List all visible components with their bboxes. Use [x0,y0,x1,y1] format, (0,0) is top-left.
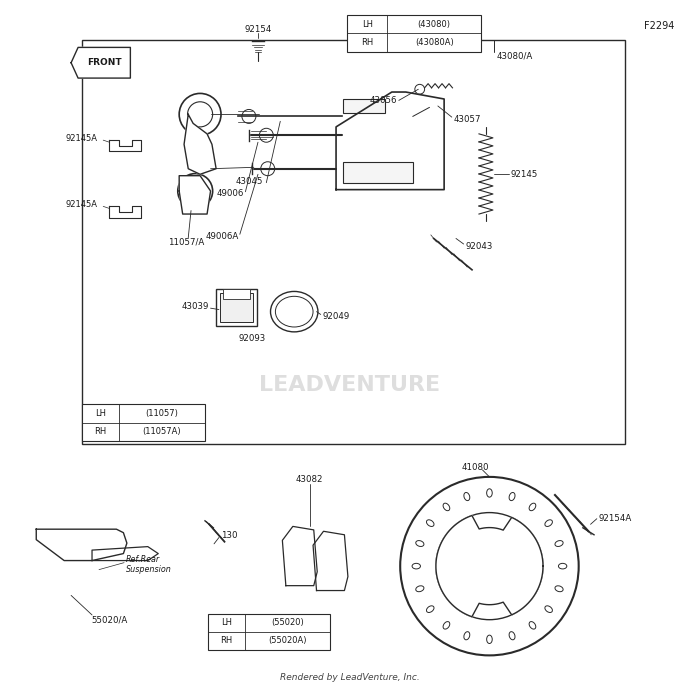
Text: 43056: 43056 [370,96,398,105]
Polygon shape [313,531,348,591]
Ellipse shape [464,493,470,500]
Ellipse shape [555,586,563,592]
Ellipse shape [426,520,434,526]
Ellipse shape [412,564,421,569]
Text: (11057A): (11057A) [143,427,181,436]
Ellipse shape [416,586,424,592]
Circle shape [415,85,425,94]
Bar [208,613,330,650]
Text: RH: RH [94,427,107,436]
Circle shape [345,132,376,163]
Circle shape [379,128,405,153]
Ellipse shape [443,622,450,629]
Polygon shape [36,529,127,561]
Bar [216,289,257,326]
Text: LH: LH [95,409,106,418]
Text: 49006A: 49006A [205,232,239,241]
Bar [220,293,253,322]
Polygon shape [109,140,141,151]
Ellipse shape [555,540,563,547]
Text: 92043: 92043 [465,242,492,251]
Ellipse shape [529,622,536,629]
Polygon shape [109,206,141,218]
Text: LEADVENTURE: LEADVENTURE [260,375,440,395]
Text: 41080: 41080 [462,463,489,472]
Polygon shape [282,526,317,586]
Text: RH: RH [361,38,373,47]
Circle shape [346,123,360,137]
Bar [82,40,625,444]
Ellipse shape [464,631,470,640]
Polygon shape [436,515,543,617]
Bar [343,99,385,113]
Bar [347,15,481,52]
Polygon shape [184,114,216,174]
Text: 92145: 92145 [510,170,538,178]
Text: 92093: 92093 [239,335,266,343]
Ellipse shape [529,503,536,511]
Ellipse shape [443,503,450,511]
Ellipse shape [545,520,552,526]
Bar [83,405,205,440]
Bar [223,289,250,299]
Text: (55020): (55020) [271,618,304,627]
Text: 43057: 43057 [453,116,481,125]
Text: 43080/A: 43080/A [496,52,533,61]
Ellipse shape [486,489,492,497]
Polygon shape [336,92,444,190]
Bar [343,162,413,183]
Text: (11057): (11057) [146,409,178,418]
Text: Suspension: Suspension [125,565,172,574]
Circle shape [178,174,213,209]
Text: 92154A: 92154A [598,514,631,523]
Text: 43082: 43082 [296,475,323,484]
Text: 11057/A: 11057/A [168,237,204,246]
Text: RH: RH [220,636,232,645]
Polygon shape [92,547,158,561]
Text: 43045: 43045 [235,177,262,186]
Text: 92154: 92154 [244,25,272,34]
Text: Ref.Rear: Ref.Rear [125,554,160,564]
Text: (43080): (43080) [418,20,451,29]
Ellipse shape [426,606,434,612]
Circle shape [400,477,579,655]
Text: 92145A: 92145A [66,134,97,144]
Circle shape [376,130,387,141]
Text: 55020/A: 55020/A [91,615,127,624]
Ellipse shape [545,606,552,612]
Text: 130: 130 [221,531,237,540]
Text: Rendered by LeadVenture, Inc.: Rendered by LeadVenture, Inc. [280,673,420,682]
Circle shape [436,512,543,620]
Text: (55020A): (55020A) [268,636,307,645]
Text: 49006: 49006 [216,188,244,197]
Ellipse shape [509,631,515,640]
Text: LH: LH [220,618,232,627]
Text: LH: LH [362,20,373,29]
Polygon shape [71,48,130,78]
Ellipse shape [486,635,492,643]
Text: 92145A: 92145A [66,200,97,209]
Text: FRONT: FRONT [88,58,122,67]
Ellipse shape [509,493,515,500]
Polygon shape [179,176,211,214]
Circle shape [179,93,221,135]
Ellipse shape [416,540,424,547]
Circle shape [62,531,87,556]
Text: 43039: 43039 [182,302,209,312]
Text: 92049: 92049 [322,312,349,321]
Ellipse shape [559,564,567,569]
Text: F2294: F2294 [644,21,674,31]
Text: (43080A): (43080A) [415,38,454,47]
Circle shape [428,99,438,109]
